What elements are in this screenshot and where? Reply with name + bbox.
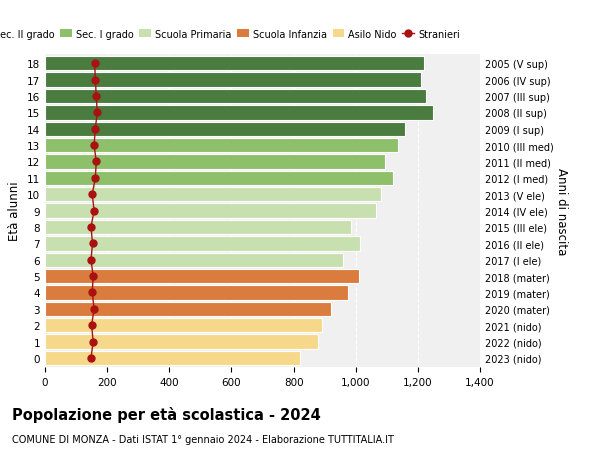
Bar: [45, 171, 393, 185]
Bar: [45, 139, 398, 153]
Bar: [45, 57, 424, 71]
Bar: [45, 351, 300, 365]
Bar: [45, 204, 376, 218]
Y-axis label: Anni di nascita: Anni di nascita: [554, 168, 568, 255]
Bar: [45, 269, 359, 284]
Bar: [45, 319, 322, 333]
Text: COMUNE DI MONZA - Dati ISTAT 1° gennaio 2024 - Elaborazione TUTTITALIA.IT: COMUNE DI MONZA - Dati ISTAT 1° gennaio …: [12, 434, 394, 444]
Bar: [45, 90, 425, 104]
Bar: [45, 335, 319, 349]
Bar: [45, 237, 361, 251]
Bar: [45, 220, 351, 235]
Y-axis label: Età alunni: Età alunni: [8, 181, 22, 241]
Bar: [45, 155, 385, 169]
Legend: Sec. II grado, Sec. I grado, Scuola Primaria, Scuola Infanzia, Asilo Nido, Stran: Sec. II grado, Sec. I grado, Scuola Prim…: [0, 26, 464, 43]
Bar: [45, 253, 343, 267]
Bar: [45, 73, 421, 88]
Bar: [45, 106, 433, 120]
Text: Popolazione per età scolastica - 2024: Popolazione per età scolastica - 2024: [12, 406, 321, 422]
Bar: [45, 302, 331, 316]
Bar: [45, 188, 380, 202]
Bar: [45, 285, 348, 300]
Bar: [45, 122, 406, 137]
